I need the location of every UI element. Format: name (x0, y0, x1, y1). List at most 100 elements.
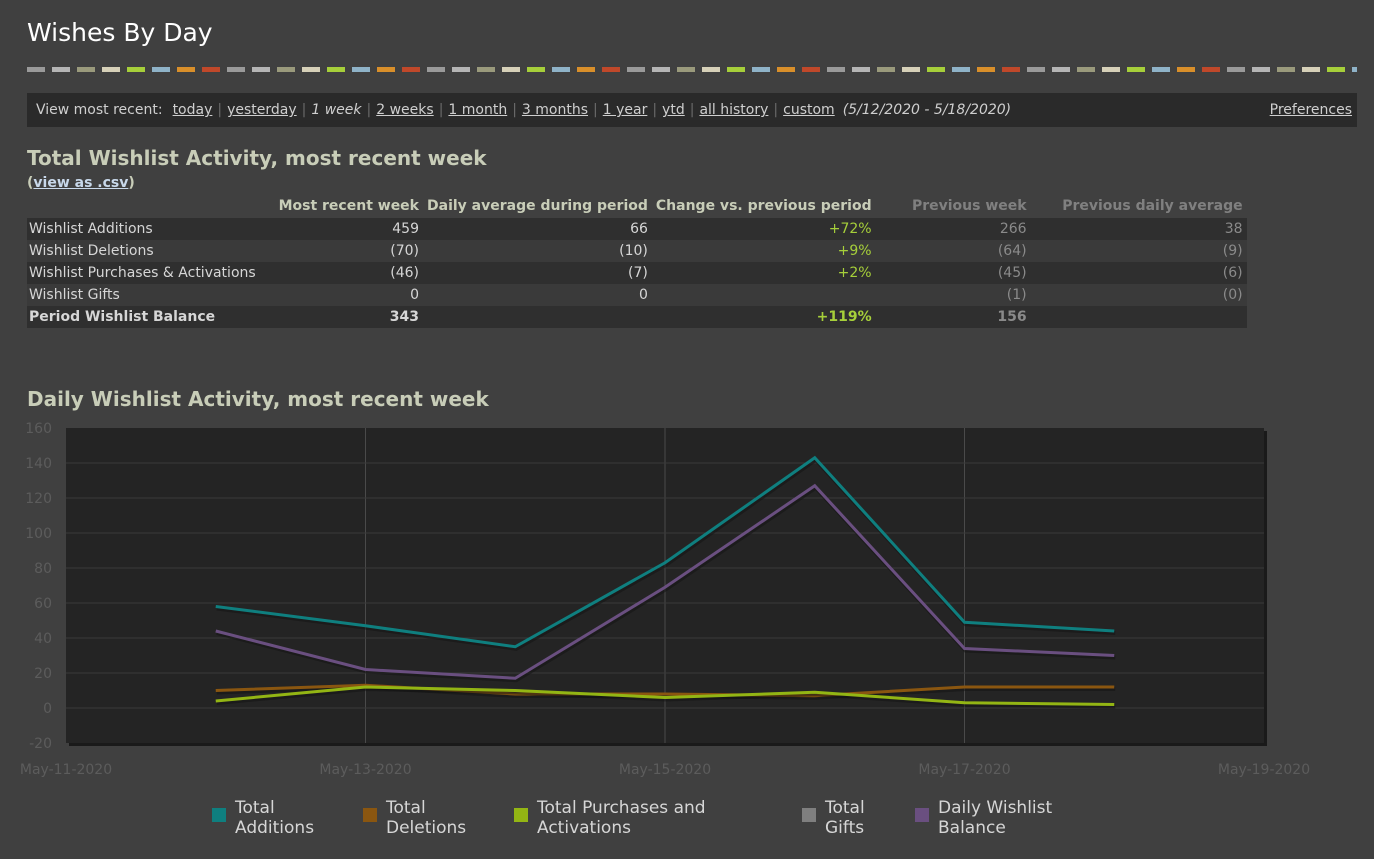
link-separator: | (301, 102, 307, 118)
legend-item[interactable]: Total Deletions (363, 798, 466, 838)
cell-prev-week: (64) (875, 240, 1031, 262)
stripe-segment (1352, 67, 1357, 72)
legend-item[interactable]: Total Purchases and Activations (514, 798, 706, 838)
table-row: Wishlist Additions 459 66 +72% 266 38 (27, 218, 1247, 240)
cell-week: 343 (265, 306, 423, 328)
csv-close: ) (128, 175, 135, 191)
stripe-segment (177, 67, 195, 72)
stripe-segment (552, 67, 570, 72)
header-daily-average: Daily average during period (427, 198, 648, 214)
range-link-yesterday[interactable]: yesterday (227, 102, 297, 118)
y-tick-label: 0 (43, 701, 52, 717)
stripe-segment (1177, 67, 1195, 72)
legend-item[interactable]: Total Additions (212, 798, 314, 838)
y-tick-label: 100 (25, 526, 52, 542)
series-line (215, 455, 1115, 649)
cell-avg: 66 (423, 218, 652, 240)
stripe-segment (327, 67, 345, 72)
range-link-custom[interactable]: custom (783, 102, 835, 118)
daily-activity-chart: May-11-2020 May-13-2020 May-15-2020 May-17-… (20, 421, 1310, 778)
stripe-segment (202, 67, 220, 72)
stripe-segment (52, 67, 70, 72)
range-link-today[interactable]: today (172, 102, 213, 118)
y-tick-label: 160 (25, 421, 52, 437)
cell-prev-week: 156 (875, 306, 1031, 328)
header-previous-week: Previous week (911, 198, 1027, 214)
stripe-segment (127, 67, 145, 72)
table-row: Wishlist Purchases & Activations (46) (7… (27, 262, 1247, 284)
x-tick-label: May-13-2020 (319, 762, 411, 778)
table-row: Wishlist Deletions (70) (10) +9% (64) (9… (27, 240, 1247, 262)
stripe-segment (927, 67, 945, 72)
stripe-segment (902, 67, 920, 72)
stripe-segment (777, 67, 795, 72)
stripe-segment (677, 67, 695, 72)
stripe-segment (302, 67, 320, 72)
legend-swatch (802, 808, 816, 822)
stripe-segment (652, 67, 670, 72)
range-link-1-month[interactable]: 1 month (448, 102, 508, 118)
row-label: Wishlist Deletions (27, 240, 265, 262)
cell-change (651, 284, 876, 306)
link-separator: | (593, 102, 598, 118)
x-tick-label: May-15-2020 (619, 762, 711, 778)
table-row: Wishlist Gifts 0 0 (1) (0) (27, 284, 1247, 306)
stripe-segment (602, 67, 620, 72)
summary-header-row: Most recent week Daily average during pe… (27, 194, 1247, 218)
preferences-link[interactable]: Preferences (1269, 102, 1352, 118)
header-most-recent-week: Most recent week (278, 198, 419, 214)
cell-avg (423, 306, 652, 328)
stripe-segment (1152, 67, 1170, 72)
range-link-ytd[interactable]: ytd (662, 102, 685, 118)
range-link-1-year[interactable]: 1 year (602, 102, 648, 118)
cell-prev-avg: (9) (1030, 240, 1247, 262)
y-tick-label: 120 (25, 491, 52, 507)
range-link-3-months[interactable]: 3 months (521, 102, 589, 118)
view-as-csv-link[interactable]: view as .csv (33, 175, 129, 191)
cell-change: +9% (651, 240, 876, 262)
stripe-segment (1002, 67, 1020, 72)
link-separator: | (773, 102, 779, 118)
cell-week: 0 (265, 284, 423, 306)
cell-change: +72% (651, 218, 876, 240)
stripe-segment (702, 67, 720, 72)
series-shadow (216, 457, 1116, 651)
stripe-segment (1302, 67, 1320, 72)
row-label: Wishlist Gifts (27, 284, 265, 306)
cell-avg: (10) (423, 240, 652, 262)
legend-item[interactable]: Total Gifts (802, 798, 865, 838)
range-link-2-weeks[interactable]: 2 weeks (376, 102, 434, 118)
link-separator: | (217, 102, 223, 118)
cell-avg: 0 (423, 284, 652, 306)
legend-swatch (363, 808, 377, 822)
legend-item[interactable]: Daily Wishlist Balance (915, 798, 1052, 838)
stripe-segment (1202, 67, 1220, 72)
legend-label: Total Additions (235, 798, 315, 838)
stripe-segment (877, 67, 895, 72)
date-range-text: (5/12/2020 - 5/18/2020) (842, 102, 1012, 118)
link-separator: | (366, 102, 372, 118)
x-tick-label: May-17-2020 (918, 762, 1010, 778)
csv-wrapper: (view as .csv) (27, 175, 135, 191)
series-shadow (216, 686, 1116, 709)
stripe-segment (227, 67, 245, 72)
stripe-segment (1052, 67, 1070, 72)
stripe-segment (1077, 67, 1095, 72)
range-link-all-history[interactable]: all history (699, 102, 769, 118)
y-tick-label: 140 (25, 456, 52, 472)
series-shadow (216, 485, 1116, 683)
header-previous-daily-average: Previous daily average (1062, 198, 1243, 214)
stripe-segment (1127, 67, 1145, 72)
stripe-segment (477, 67, 495, 72)
y-tick-label: -20 (29, 736, 52, 752)
cell-avg: (7) (423, 262, 652, 284)
cell-change: +2% (651, 262, 876, 284)
summary-title: Total Wishlist Activity, most recent wee… (27, 146, 487, 170)
stripe-segment (427, 67, 445, 72)
cell-prev-week: (45) (875, 262, 1031, 284)
stripe-segment (1277, 67, 1295, 72)
legend-label: Total Gifts (825, 798, 865, 838)
legend-swatch (915, 808, 929, 822)
cell-change: +119% (651, 306, 876, 328)
legend-label: Total Deletions (386, 798, 467, 838)
